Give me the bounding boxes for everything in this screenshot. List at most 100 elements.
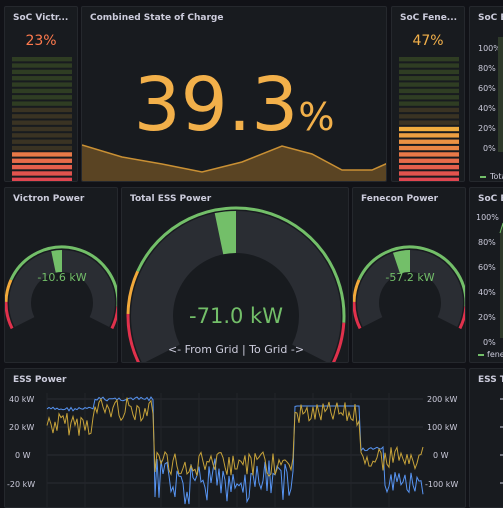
y-tick: 20% [478, 124, 496, 133]
combined-soc-panel[interactable]: Combined State of Charge 39.3% [81, 6, 387, 182]
gauge-segment [399, 63, 459, 68]
gauge-segment [12, 107, 72, 113]
ess-power-chart: 40 kW 20 kW 0 W -20 kW 200 kW 100 kW 0 W… [7, 393, 458, 507]
gauge-segment [12, 177, 72, 181]
threshold-green [9, 245, 117, 307]
gauge-segment [12, 164, 72, 170]
panel-title: ESS To [478, 375, 503, 385]
gauge-segment [399, 57, 459, 62]
gauge-segment [399, 95, 459, 100]
gauge-segment [399, 126, 459, 132]
y-tick: 20% [478, 313, 496, 322]
gauge-segment [399, 152, 459, 157]
soc-ess-mid-axis: 100% 80% 60% 40% 20% 0% fenec [476, 213, 503, 359]
panel-title: Combined State of Charge [90, 13, 224, 23]
fenecon-power-panel[interactable]: Fenecon Power -57.2 kW [352, 187, 466, 363]
legend-label: fenec [487, 350, 503, 359]
y-tick: 0% [483, 144, 496, 153]
gauge-segment [399, 164, 459, 170]
y-tick-left: 0 W [15, 451, 31, 460]
y-tick: 100% [478, 44, 501, 53]
gauge-segment [399, 139, 459, 144]
gauge-segment [12, 145, 72, 151]
fenecon-power-value: -57.2 kW [385, 271, 434, 284]
combined-soc-value: 39.3 [133, 62, 299, 148]
threshold-green [136, 206, 346, 323]
panel-title: Victron Power [13, 194, 85, 204]
gauge-segment [399, 76, 459, 81]
y-tick: 40% [478, 104, 496, 113]
gauge-segment [399, 177, 459, 181]
panel-title: SoC Fene... [400, 13, 458, 23]
y-tick-right: -100 kW [425, 480, 458, 489]
gauge-segment [399, 69, 459, 75]
gauge-segment [12, 76, 72, 81]
combined-soc-sparkline [82, 144, 386, 181]
soc-ess-top-axis: 100% 80% 60% 40% 20% 0% Tota [478, 37, 503, 181]
soc-ess-top-panel[interactable]: SoC ES 100% 80% 60% 40% 20% 0% Tota [469, 6, 503, 182]
gauge-segment [12, 158, 72, 163]
ess-total-panel[interactable]: ESS To [469, 368, 503, 508]
gauge-segment [12, 139, 72, 144]
threshold-orange [353, 279, 361, 303]
victron-power-panel[interactable]: Victron Power -10.6 kW [4, 187, 118, 363]
gauge-segment [12, 88, 72, 94]
gauge-track [131, 211, 341, 362]
ess-power-panel[interactable]: ESS Power 40 kW 20 kW 0 W -20 kW 200 kW … [4, 368, 466, 508]
combined-soc-unit: % [298, 95, 335, 139]
gauge-segment [12, 126, 72, 132]
panel-title: SoC Victr... [13, 13, 69, 23]
threshold-orange [5, 279, 13, 303]
soc-fenecon-value: 47% [412, 33, 444, 49]
threshold-red [331, 322, 346, 362]
gauge-segment [12, 63, 72, 68]
gauge-fill [392, 250, 411, 274]
gauge-segment [12, 133, 72, 138]
y-tick-left: 20 kW [9, 423, 34, 432]
total-ess-power-value: -71.0 kW [189, 304, 283, 328]
y-tick: 40% [478, 288, 496, 297]
gauge-segment [12, 152, 72, 157]
y-tick-right: 0 W [433, 451, 449, 460]
panel-title: SoC ES [478, 13, 503, 23]
victron-power-gauge: -10.6 kW [5, 245, 117, 330]
threshold-red [126, 313, 141, 362]
soc-fenecon-panel[interactable]: SoC Fene... 47% [391, 6, 465, 182]
victron-power-value: -10.6 kW [37, 271, 86, 284]
threshold-red [353, 301, 362, 330]
gauge-segment [399, 133, 459, 138]
gauge-segment [12, 114, 72, 119]
gauge-segment [399, 120, 459, 125]
soc-fenecon-bargauge [399, 57, 459, 181]
total-ess-power-panel[interactable]: Total ESS Power -71.0 kW <- From Grid | … [121, 187, 349, 363]
panel-title: SoC ES [478, 194, 503, 204]
gauge-fill [51, 250, 63, 273]
panel-title: Total ESS Power [130, 194, 212, 204]
gauge-segment [399, 158, 459, 163]
soc-victron-bargauge [12, 57, 72, 181]
y-tick-right: 200 kW [427, 395, 457, 404]
panel-title: Fenecon Power [361, 194, 439, 204]
threshold-red [458, 306, 465, 330]
soc-ess-mid-panel[interactable]: SoC ES 100% 80% 60% 40% 20% 0% fenec [469, 187, 503, 363]
y-tick-right: 100 kW [427, 423, 457, 432]
gauge-segment [12, 57, 72, 62]
gauge-segment [12, 82, 72, 87]
y-tick: 80% [478, 238, 496, 247]
gauge-segment [12, 69, 72, 75]
threshold-green [357, 245, 465, 307]
ess-total-axis [500, 398, 503, 484]
total-ess-power-gauge: -71.0 kW <- From Grid | To Grid -> [126, 206, 346, 362]
threshold-red [5, 301, 14, 330]
threshold-orange [126, 270, 140, 314]
gauge-segment [399, 114, 459, 119]
legend-label: Tota [489, 172, 503, 181]
gauge-segment [399, 82, 459, 87]
y-tick: 60% [478, 84, 496, 93]
gauge-segment [12, 95, 72, 100]
y-tick: 80% [478, 64, 496, 73]
gauge-segment [399, 145, 459, 151]
gauge-segment [399, 101, 459, 106]
series-yellow [46, 397, 424, 477]
soc-victron-panel[interactable]: SoC Victr... 23% [4, 6, 78, 182]
